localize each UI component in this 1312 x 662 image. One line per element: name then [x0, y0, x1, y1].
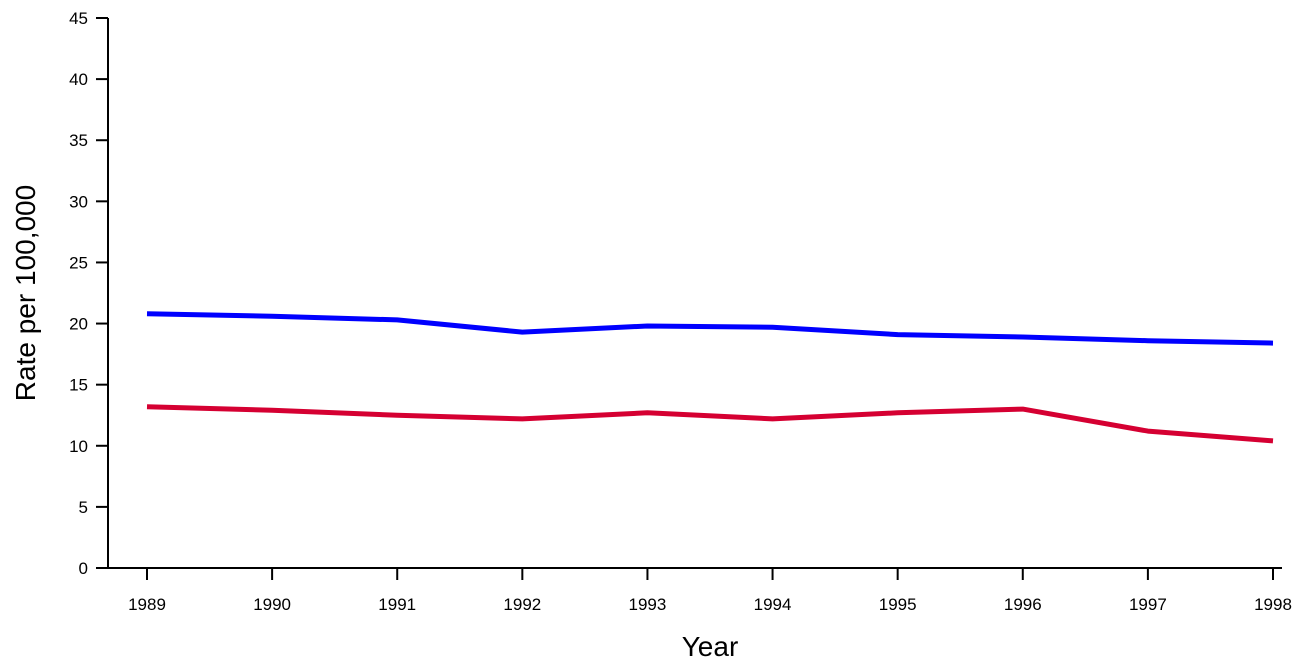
x-tick-label: 1998	[1254, 595, 1292, 614]
x-axis-title: Year	[682, 631, 739, 662]
x-tick-label: 1989	[128, 595, 166, 614]
y-tick-label: 35	[69, 131, 88, 150]
x-ticks: 1989 1990 1991 1992 1993 1994 1995 1996 1997 1998	[128, 568, 1292, 614]
x-tick-label: 1997	[1129, 595, 1167, 614]
x-tick-label: 1994	[754, 595, 792, 614]
x-tick-label: 1990	[253, 595, 291, 614]
series-group	[146, 311, 1274, 444]
y-tick-label: 40	[69, 70, 88, 89]
y-tick-label: 30	[69, 192, 88, 211]
y-tick-label: 20	[69, 315, 88, 334]
x-tick-label: 1996	[1004, 595, 1042, 614]
y-tick-label: 25	[69, 253, 88, 272]
y-tick-label: 5	[79, 498, 88, 517]
y-tick-label: 15	[69, 376, 88, 395]
x-tick-label: 1991	[378, 595, 416, 614]
y-tick-label: 45	[69, 9, 88, 28]
series-line-1	[146, 311, 1274, 346]
x-tick-label: 1995	[879, 595, 917, 614]
y-ticks: 0 5 10 15 20 25 30 35 40 45	[69, 9, 108, 578]
series-line-2	[146, 404, 1274, 444]
y-tick-label: 0	[79, 559, 88, 578]
axes	[107, 18, 1282, 569]
y-tick-label: 10	[69, 437, 88, 456]
x-tick-label: 1992	[503, 595, 541, 614]
y-axis-title: Rate per 100,000	[10, 185, 41, 401]
x-tick-label: 1993	[629, 595, 667, 614]
